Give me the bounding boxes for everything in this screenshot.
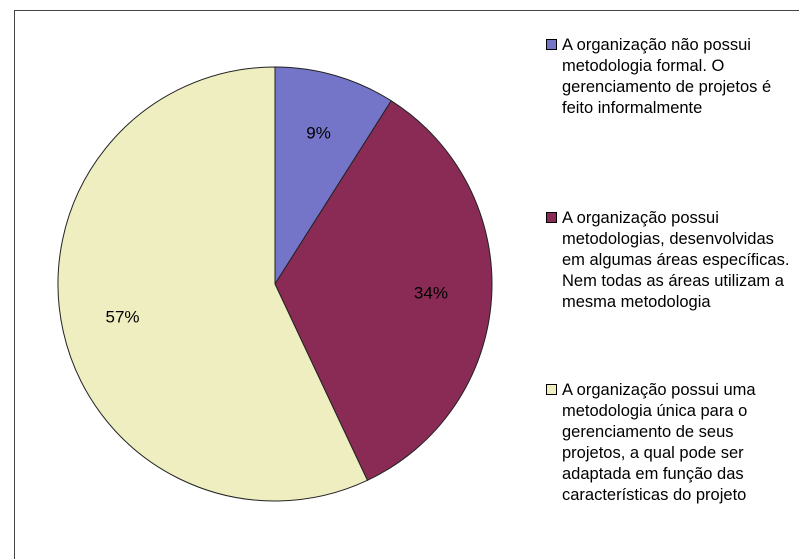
legend-swatch (546, 212, 557, 223)
slice-label: 9% (306, 123, 331, 142)
legend-label: A organização possui metodologias, desen… (562, 209, 790, 311)
pie-slice (274, 66, 392, 286)
legend-item: A organização não possui metodologia for… (546, 35, 796, 119)
slice-label: 34% (414, 283, 448, 302)
legend-swatch (546, 39, 557, 50)
slice-label: 57% (106, 308, 140, 327)
pie-slice (274, 100, 493, 482)
legend-label: A organização possui uma metodologia úni… (562, 381, 756, 504)
chart-frame (14, 10, 799, 559)
legend-item: A organização possui uma metodologia úni… (546, 380, 796, 506)
pie-slice (57, 66, 369, 502)
legend-label: A organização não possui metodologia for… (562, 36, 772, 117)
legend-swatch (546, 384, 557, 395)
legend-item: A organização possui metodologias, desen… (546, 208, 796, 313)
